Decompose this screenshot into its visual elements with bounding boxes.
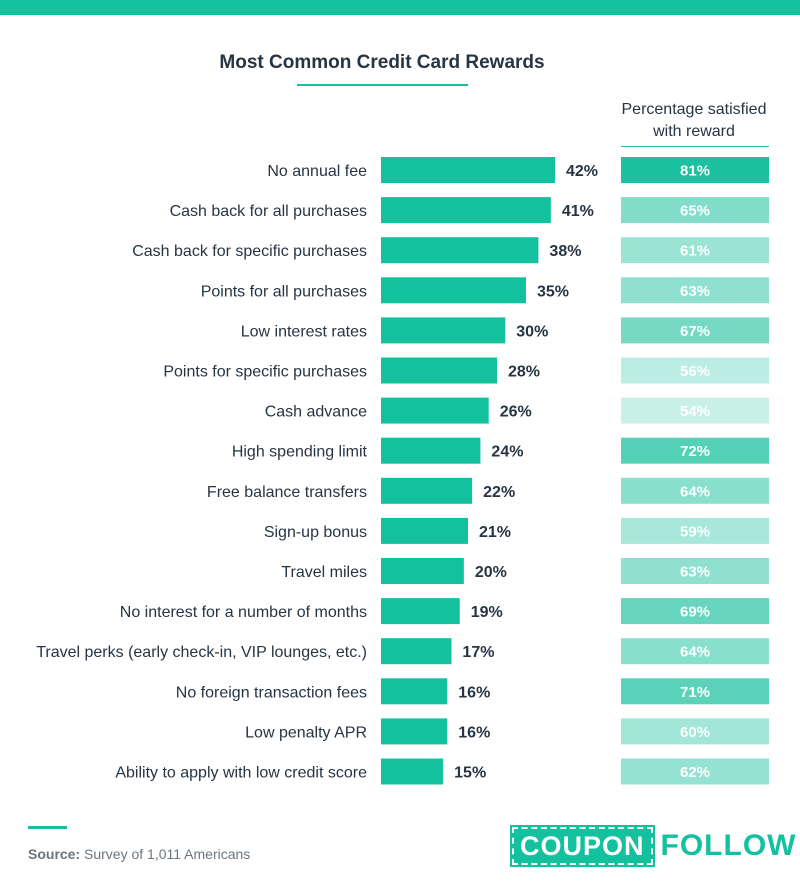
satisfaction-cell — [621, 397, 769, 424]
bar-value-label: 21% — [479, 524, 511, 541]
reward-bar — [381, 197, 551, 224]
bar-value-label: 28% — [508, 364, 540, 381]
bar-value-label: 22% — [483, 484, 515, 501]
chart-title: Most Common Credit Card Rewards — [219, 52, 545, 73]
satisfaction-header-rule — [621, 146, 769, 147]
reward-bar — [381, 437, 481, 464]
reward-bar — [381, 638, 452, 665]
reward-bar — [381, 517, 468, 544]
reward-bar — [381, 357, 497, 384]
reward-bar — [381, 558, 464, 584]
satisfaction-cell — [621, 598, 769, 625]
bar-value-label: 30% — [516, 323, 548, 340]
satisfaction-cell — [621, 157, 769, 183]
bar-value-label: 38% — [549, 243, 581, 260]
satisfaction-cell — [621, 758, 769, 785]
category-label: Points for specific purchases — [163, 364, 367, 381]
reward-bar — [381, 277, 526, 304]
category-label: Travel miles — [281, 564, 367, 581]
satisfaction-value-label: 59% — [680, 523, 710, 540]
satisfaction-column-header: Percentage satisfied with reward — [621, 101, 767, 140]
category-label: Sign-up bonus — [264, 524, 367, 541]
reward-bar — [381, 397, 489, 424]
satisfaction-cell — [621, 237, 769, 264]
satisfaction-cell — [621, 277, 769, 304]
logo-follow-text: FOLLOW — [660, 829, 797, 862]
reward-bar — [381, 598, 460, 625]
source-text: Survey of 1,011 Americans — [84, 846, 251, 862]
satisfaction-value-label: 61% — [680, 243, 710, 260]
couponfollow-logo: COUPON FOLLOW — [510, 825, 797, 867]
bar-value-label: 15% — [454, 765, 486, 782]
satisfaction-cell — [621, 317, 769, 344]
satisfaction-cell — [621, 437, 769, 464]
satisfaction-value-label: 54% — [680, 403, 710, 420]
satisfaction-value-label: 64% — [680, 644, 710, 661]
category-label: Cash back for all purchases — [170, 203, 367, 220]
satisfaction-cell — [621, 357, 769, 384]
category-label: No foreign transaction fees — [176, 684, 367, 701]
satisfaction-cell — [621, 517, 769, 544]
category-label: No annual fee — [267, 163, 367, 180]
rewards-bar-chart: No annual fee 42% 81% Cash back for all pur… — [36, 157, 769, 785]
bar-value-label: 17% — [462, 644, 494, 661]
satisfaction-cell — [621, 638, 769, 665]
top-accent-bar — [0, 0, 800, 15]
satisfaction-value-label: 63% — [680, 283, 710, 300]
satisfaction-value-label: 64% — [680, 483, 710, 500]
category-label: Cash advance — [265, 404, 367, 421]
satisfaction-value-label: 69% — [680, 604, 710, 621]
satisfaction-value-label: 65% — [680, 203, 710, 220]
satisfaction-value-label: 60% — [680, 724, 710, 741]
bar-value-label: 41% — [562, 203, 594, 220]
category-label: Travel perks (early check-in, VIP lounge… — [36, 644, 367, 661]
satisfaction-value-label: 56% — [680, 363, 710, 380]
bar-value-label: 19% — [471, 604, 503, 621]
logo-coupon-text: COUPON — [510, 825, 655, 867]
reward-bar — [381, 758, 444, 785]
bar-value-label: 16% — [458, 724, 490, 741]
category-label: Points for all purchases — [201, 283, 367, 300]
satisfaction-cell — [621, 197, 769, 224]
satisfaction-cell — [621, 477, 769, 504]
satisfaction-value-label: 72% — [680, 443, 710, 460]
reward-bar — [381, 157, 555, 183]
category-label: No interest for a number of months — [120, 604, 367, 621]
reward-bar — [381, 317, 506, 344]
category-label: High spending limit — [232, 444, 368, 461]
satisfaction-value-label: 62% — [680, 764, 710, 781]
category-label: Low penalty APR — [245, 724, 367, 741]
bar-value-label: 16% — [458, 684, 490, 701]
source-label: Source: — [28, 846, 81, 862]
category-label: Ability to apply with low credit score — [115, 765, 367, 782]
satisfaction-value-label: 63% — [680, 564, 710, 581]
satisfaction-value-label: 67% — [680, 323, 710, 340]
bar-value-label: 24% — [491, 444, 523, 461]
category-label: Low interest rates — [241, 323, 367, 340]
reward-bar — [381, 477, 473, 504]
source-rule — [28, 826, 67, 829]
satisfaction-cell — [621, 718, 769, 745]
category-label: Free balance transfers — [207, 484, 367, 501]
satisfaction-cell — [621, 678, 769, 705]
reward-bar — [381, 678, 448, 705]
reward-bar — [381, 237, 539, 264]
title-underline — [297, 84, 468, 86]
category-label: Cash back for specific purchases — [132, 243, 367, 260]
satisfaction-value-label: 81% — [680, 163, 710, 180]
satisfaction-cell — [621, 558, 769, 584]
source-note: Source: Survey of 1,011 Americans — [28, 846, 250, 862]
bar-value-label: 35% — [537, 283, 569, 300]
bar-value-label: 26% — [500, 404, 532, 421]
bar-value-label: 42% — [566, 163, 598, 180]
bar-value-label: 20% — [475, 564, 507, 581]
reward-bar — [381, 718, 448, 745]
satisfaction-value-label: 71% — [680, 684, 710, 701]
